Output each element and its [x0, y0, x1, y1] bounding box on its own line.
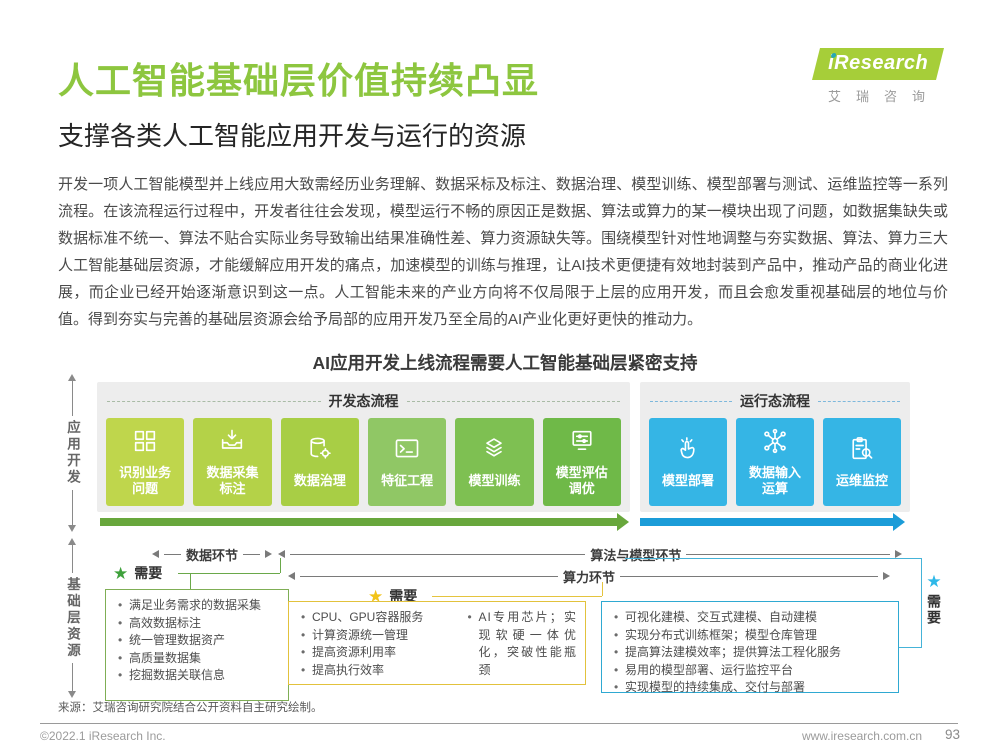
- connector-line: [178, 573, 280, 574]
- need-compute-label: ★ 需要: [368, 586, 418, 606]
- hand-click-icon: [674, 435, 702, 468]
- list-item: 高质量数据集: [114, 650, 280, 668]
- footer-divider: [40, 723, 958, 724]
- arrow-left-icon: [152, 550, 159, 558]
- list-item: 满足业务需求的数据采集: [114, 597, 280, 615]
- link-compute-segment: 算力环节: [288, 568, 891, 585]
- list-item: 提高资源利用率: [297, 644, 447, 662]
- need-model-label: ★ 需要: [926, 572, 942, 626]
- runtime-flow-arrow: [640, 513, 905, 531]
- axis-label-top: 应用开发: [65, 420, 80, 486]
- intro-paragraph: 开发一项人工智能模型并上线应用大致需经历业务理解、数据采标及标注、数据治理、模型…: [58, 176, 948, 328]
- step-identify-business-problem: 识别业务问题: [106, 418, 185, 506]
- need-box-data: 满足业务需求的数据采集 高效数据标注 统一管理数据资产 高质量数据集 挖掘数据关…: [105, 589, 289, 701]
- layers-icon: [480, 435, 508, 468]
- figure-title: AI应用开发上线流程需要人工智能基础层紧密支持: [312, 353, 698, 373]
- star-icon: ★: [368, 586, 384, 606]
- iresearch-logo: iResearch 艾瑞咨询: [808, 48, 948, 105]
- development-panel-header: 开发态流程: [97, 382, 630, 411]
- link-data-segment: 数据环节: [152, 546, 273, 563]
- link-data-label: 数据环节: [186, 547, 239, 563]
- runtime-panel-header: 运行态流程: [640, 382, 910, 411]
- tuning-icon: [568, 427, 596, 460]
- axis-application-development: 应用开发: [63, 374, 81, 532]
- dashed-line: [818, 400, 900, 402]
- step-data-governance: 数据治理: [280, 418, 359, 506]
- list-item: AI专用芯片；实现软硬一体优化，突破性能瓶颈: [463, 609, 577, 679]
- network-icon: [761, 427, 789, 460]
- logo-brand-cn: 艾瑞咨询: [827, 89, 940, 104]
- step-data-input-computation: 数据输入运算: [736, 418, 814, 506]
- development-panel-title: 开发态流程: [328, 393, 399, 409]
- footer-website: www.iresearch.com.cn: [801, 729, 922, 743]
- monitor-icon: [848, 435, 876, 468]
- list-item: 统一管理数据资产: [114, 632, 280, 650]
- list-item: 易用的模型部署、运行监控平台: [610, 662, 890, 680]
- arrow-up-icon: [68, 374, 76, 381]
- connector-line: [280, 558, 281, 573]
- logo-parallelogram: iResearch: [811, 48, 945, 80]
- page-title: 人工智能基础层价值持续凸显: [58, 60, 540, 101]
- step-operations-monitoring: 运维监控: [823, 418, 901, 506]
- step-feature-engineering: 特征工程: [367, 418, 447, 506]
- need-data-label: ★ 需要: [113, 563, 163, 583]
- database-gear-icon: [306, 435, 334, 468]
- page-number: 93: [944, 727, 960, 742]
- list-item: CPU、GPU容器服务: [297, 609, 447, 627]
- runtime-panel-title: 运行态流程: [740, 393, 810, 409]
- list-item: 可视化建模、交互式建模、自动建模: [610, 609, 890, 627]
- arrow-down-icon: [68, 525, 76, 532]
- arrow-left-icon: [288, 572, 295, 580]
- need-box-compute: CPU、GPU容器服务 计算资源统一管理 提高资源利用率 提高执行效率 AI专用…: [288, 601, 586, 685]
- arrow-right-icon: [883, 572, 891, 580]
- arrow-down-icon: [68, 691, 76, 698]
- link-compute-label: 算力环节: [563, 569, 616, 585]
- step-model-evaluation-tuning: 模型评估调优: [542, 418, 621, 506]
- list-item: 实现分布式训练框架；模型仓库管理: [610, 627, 890, 645]
- source-note: 来源：艾瑞咨询研究院结合公开资料自主研究绘制。: [58, 702, 323, 714]
- runtime-process-panel: 运行态流程 模型部署 数据输入运算 运维监控: [640, 382, 910, 512]
- list-item: 挖掘数据关联信息: [114, 667, 280, 685]
- connector-line: [897, 647, 921, 648]
- need-box-model: 可视化建模、交互式建模、自动建模 实现分布式训练框架；模型仓库管理 提高算法建模…: [601, 601, 899, 696]
- link-algorithm-model-segment: 算法与模型环节: [278, 546, 902, 563]
- step-model-deployment: 模型部署: [649, 418, 727, 506]
- development-process-panel: 开发态流程 识别业务问题 数据采集标注 数据治理: [97, 382, 630, 512]
- dashed-line: [406, 400, 620, 402]
- list-item: 提高执行效率: [297, 662, 447, 680]
- footer-copyright: ©2022.1 iResearch Inc.: [40, 729, 166, 743]
- arrow-up-icon: [68, 538, 76, 545]
- connector-line: [602, 582, 603, 596]
- step-data-collection-labeling: 数据采集标注: [193, 418, 272, 506]
- list-item: 计算资源统一管理: [297, 627, 447, 645]
- axis-infrastructure-resources: 基础层资源: [63, 538, 81, 698]
- arrow-right-icon: [265, 550, 273, 558]
- data-collection-icon: [218, 427, 246, 460]
- axis-label-bottom: 基础层资源: [65, 576, 80, 660]
- star-icon: ★: [926, 572, 942, 591]
- arrow-right-icon: [895, 550, 902, 558]
- dashed-line: [650, 400, 732, 402]
- development-flow-arrow: [100, 513, 629, 531]
- terminal-icon: [393, 435, 421, 468]
- connector-line: [190, 573, 191, 589]
- runtime-step-boxes: 模型部署 数据输入运算 运维监控: [640, 411, 910, 506]
- dashed-line: [107, 400, 321, 402]
- list-item: 高效数据标注: [114, 615, 280, 633]
- link-algo-label: 算法与模型环节: [590, 547, 682, 563]
- arrow-left-icon: [278, 550, 285, 558]
- development-step-boxes: 识别业务问题 数据采集标注 数据治理 特征工程: [97, 411, 630, 506]
- step-model-training: 模型训练: [455, 418, 534, 506]
- logo-brand-text: iResearch: [828, 52, 929, 74]
- star-icon: ★: [113, 563, 129, 583]
- list-item: 实现模型的持续集成、交付与部署: [610, 679, 890, 697]
- connector-line: [432, 596, 602, 597]
- connector-line: [625, 558, 921, 559]
- list-item: 提高算法建模效率；提供算法工程化服务: [610, 644, 890, 662]
- page-subtitle: 支撑各类人工智能应用开发与运行的资源: [58, 121, 527, 151]
- grid-icon: [131, 427, 159, 460]
- connector-line: [921, 558, 922, 648]
